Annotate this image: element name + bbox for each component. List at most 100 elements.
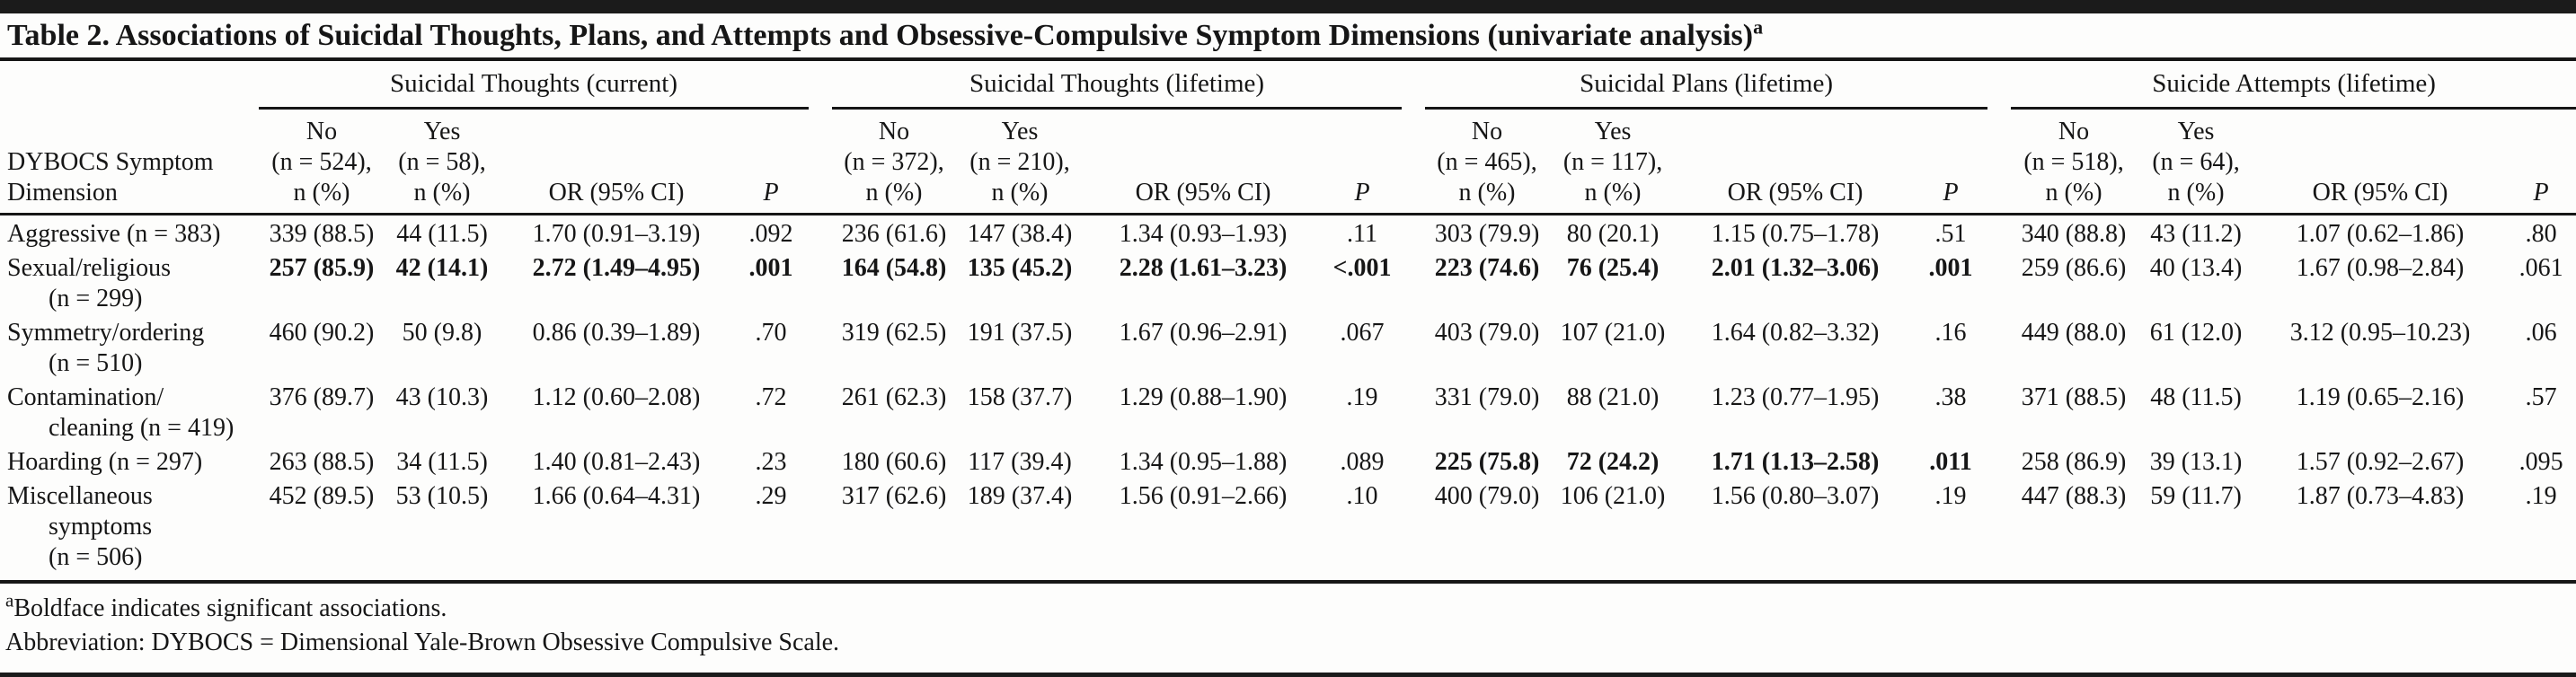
cell-p: .19 [1914, 478, 1988, 584]
cell-yes: 147 (38.4) [967, 220, 1073, 248]
table-row: Sexual/religious (n = 299) 257 (85.9) 42 (1… [0, 250, 2576, 314]
col-header-p: P [733, 108, 810, 215]
column-spacer [1987, 314, 2011, 379]
cell-no: 339 (88.5) [269, 220, 375, 248]
column-spacer [1987, 478, 2012, 584]
footnote-marker: a [5, 589, 14, 611]
cell-no: 236 (61.6) [841, 220, 947, 248]
column-spacer [1987, 250, 2011, 314]
cell-no: 164 (54.8) [841, 254, 947, 282]
footnote: aBoldface indicates significant associat… [5, 589, 2571, 626]
cell-yes: 40 (13.4) [2149, 254, 2243, 282]
cell-or: 2.28 (1.61–3.23) [1119, 254, 1288, 282]
column-spacer [809, 314, 832, 379]
row-label-line: Symmetry/ordering [7, 319, 205, 347]
header-line: n (%) [2045, 179, 2102, 207]
group-header-1: Suicidal Thoughts (lifetime) [832, 61, 1403, 110]
cell-p: .001 [748, 254, 793, 282]
table-title-footnote-marker: a [1753, 15, 1764, 39]
header-line: No [2058, 118, 2090, 145]
cell-p: .011 [1929, 448, 1972, 476]
header-line: No [1471, 118, 1503, 145]
header-line: (n = 518), [2023, 148, 2124, 176]
cell-p: .51 [1934, 220, 1967, 248]
column-spacer [1987, 444, 2011, 478]
column-spacer [1402, 314, 1425, 379]
cell-yes: 59 (11.7) [2137, 478, 2256, 584]
header-line: (n = 58), [398, 148, 486, 176]
cell-no: 403 (79.0) [1434, 319, 1540, 347]
table-row: Aggressive (n = 383) 339 (88.5) 44 (11.5) 1… [0, 215, 2576, 251]
table-header: DYBOCS Symptom Dimension Suicidal Though… [0, 61, 2576, 215]
cell-yes: 158 (37.7) [967, 383, 1073, 411]
cell-p: .061 [2518, 254, 2563, 282]
cell-or: 1.34 (0.95–1.88) [1119, 448, 1288, 476]
column-spacer [1402, 379, 1425, 444]
group-header-2: Suicidal Plans (lifetime) [1425, 61, 1988, 110]
cell-yes: 43 (11.2) [2150, 220, 2242, 248]
cell-yes: 50 (9.8) [402, 319, 482, 347]
subhead-row: No (n = 524), n (%) Yes (n = 58), n (%) OR (95… [0, 108, 2576, 215]
cell-p: .001 [1928, 254, 1973, 282]
cell-or: 1.07 (0.62–1.86) [2296, 220, 2465, 248]
row-label-line: (n = 506) [49, 543, 143, 571]
cell-no: 400 (79.0) [1425, 478, 1550, 584]
header-line: n (%) [293, 179, 350, 207]
header-line: Yes [1001, 118, 1039, 145]
cell-no: 261 (62.3) [841, 383, 947, 411]
cell-no: 340 (88.8) [2021, 220, 2127, 248]
column-spacer [1987, 379, 2011, 444]
cell-or: 3.12 (0.95–10.23) [2289, 319, 2471, 347]
header-line: n (%) [991, 179, 1049, 207]
results-table: DYBOCS Symptom Dimension Suicidal Though… [0, 61, 2576, 584]
cell-yes: 88 (21.0) [1566, 383, 1660, 411]
cell-no: 225 (75.8) [1434, 448, 1540, 476]
cell-p: .10 [1323, 478, 1403, 584]
row-label: Symmetry/ordering (n = 510) [0, 314, 259, 379]
cell-yes: 48 (11.5) [2150, 383, 2242, 411]
footnote-text: Boldface indicates significant associati… [13, 594, 447, 622]
row-label-line: Aggressive (n = 383) [7, 220, 221, 248]
row-label-line: Hoarding (n = 297) [7, 448, 203, 476]
group-header-label: Suicidal Plans (lifetime) [1580, 69, 1833, 98]
header-line: n (%) [1458, 179, 1516, 207]
cell-or: 2.01 (1.32–3.06) [1711, 254, 1880, 282]
header-line: Yes [423, 118, 461, 145]
cell-or: 1.56 (0.91–2.66) [1084, 478, 1323, 584]
cell-or: 1.56 (0.80–3.07) [1677, 478, 1915, 584]
header-line: No [878, 118, 910, 145]
cell-p: .067 [1340, 319, 1385, 347]
table-row: Contamination/cleaning (n = 419) 376 (89.… [0, 379, 2576, 444]
cell-or: 1.57 (0.92–2.67) [2296, 448, 2465, 476]
table-bottom-rule [0, 673, 2576, 677]
header-line: n (%) [413, 179, 471, 207]
column-spacer [809, 215, 832, 251]
cell-no: 331 (79.0) [1434, 383, 1540, 411]
header-line: n (%) [865, 179, 923, 207]
cell-yes: 43 (10.3) [395, 383, 489, 411]
cell-yes: 189 (37.4) [956, 478, 1084, 584]
row-dimension-header: DYBOCS Symptom Dimension [0, 61, 259, 215]
row-label-line: (n = 510) [49, 349, 143, 377]
cell-or: 1.87 (0.73–4.83) [2255, 478, 2506, 584]
cell-no: 180 (60.6) [841, 448, 947, 476]
cell-p: .80 [2525, 220, 2557, 248]
column-spacer [809, 61, 833, 215]
cell-yes: 61 (12.0) [2149, 319, 2243, 347]
cell-yes: 53 (10.5) [385, 478, 500, 584]
cell-no: 447 (88.3) [2011, 478, 2138, 584]
col-header-or: OR (95% CI) [500, 108, 733, 215]
header-line: n (%) [1584, 179, 1642, 207]
header-line: n (%) [2167, 179, 2225, 207]
cell-p: .23 [755, 448, 787, 476]
col-header-p: P [1323, 108, 1403, 215]
cell-yes: 34 (11.5) [396, 448, 488, 476]
column-spacer [1987, 215, 2011, 251]
col-header-or: OR (95% CI) [2255, 108, 2506, 215]
cell-p: .089 [1340, 448, 1385, 476]
row-label: Contamination/cleaning (n = 419) [0, 379, 259, 444]
cell-or: 1.64 (0.82–3.32) [1711, 319, 1880, 347]
col-header-yes: Yes (n = 58), n (%) [385, 108, 500, 215]
cell-p: .72 [755, 383, 787, 411]
row-label: Miscellaneous symptoms (n = 506) [0, 478, 259, 584]
